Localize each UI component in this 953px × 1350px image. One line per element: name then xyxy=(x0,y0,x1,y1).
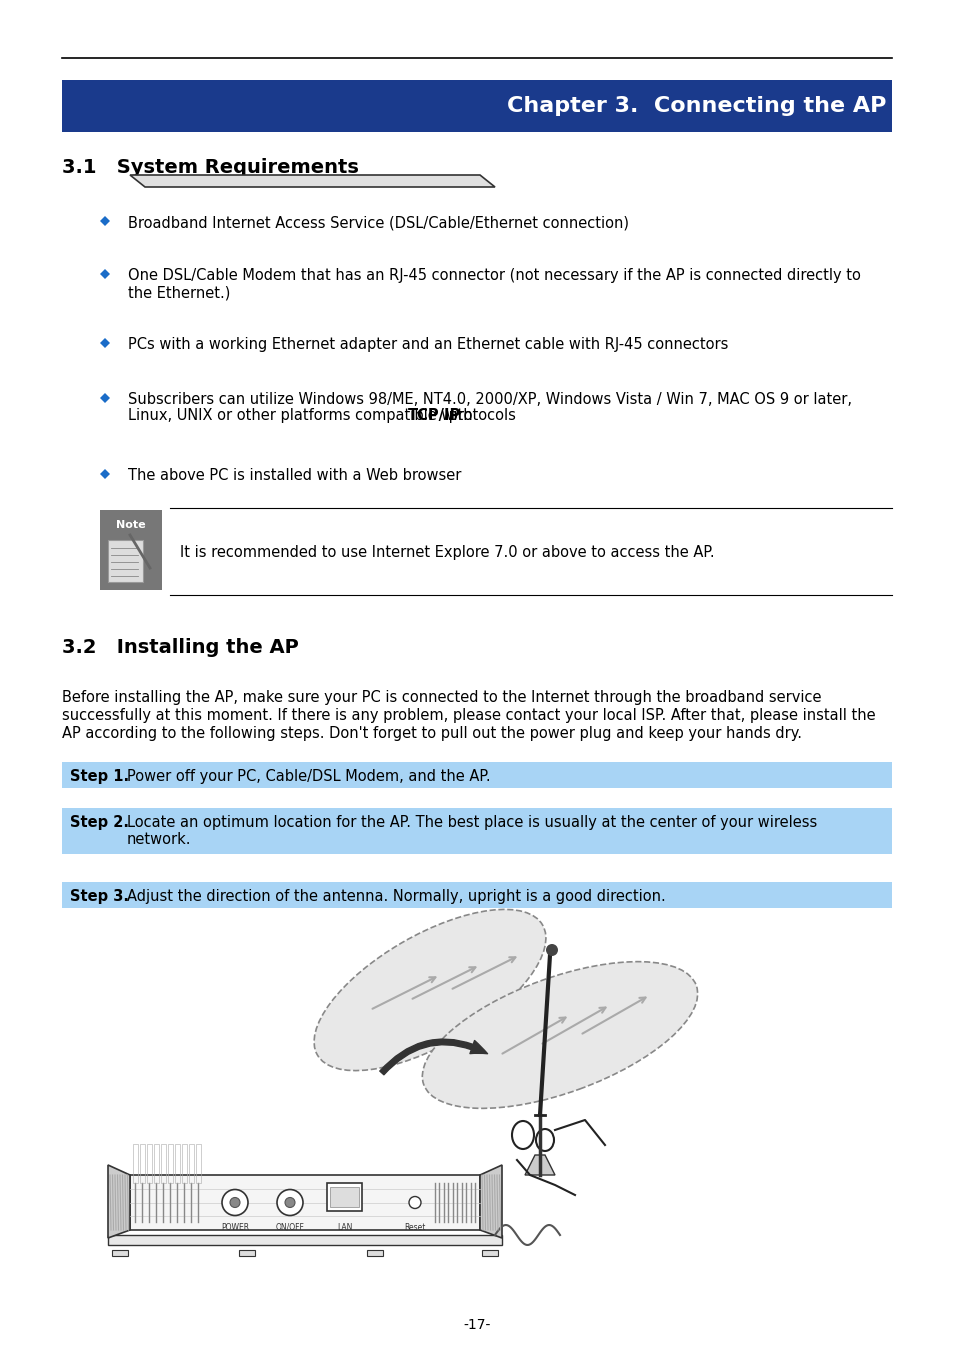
Bar xyxy=(100,510,162,590)
Text: the Ethernet.): the Ethernet.) xyxy=(128,285,230,300)
Bar xyxy=(108,540,143,582)
Polygon shape xyxy=(100,393,110,404)
Polygon shape xyxy=(100,216,110,225)
Text: Subscribers can utilize Windows 98/ME, NT4.0, 2000/XP, Windows Vista / Win 7, MA: Subscribers can utilize Windows 98/ME, N… xyxy=(128,392,851,406)
Bar xyxy=(327,1183,362,1211)
Polygon shape xyxy=(524,1156,555,1174)
Circle shape xyxy=(285,1197,294,1207)
Circle shape xyxy=(230,1197,240,1207)
Text: 3.2   Installing the AP: 3.2 Installing the AP xyxy=(62,639,298,657)
Bar xyxy=(62,882,891,909)
Bar xyxy=(239,1250,255,1256)
Circle shape xyxy=(222,1189,248,1215)
Text: One DSL/Cable Modem that has an RJ-45 connector (not necessary if the AP is conn: One DSL/Cable Modem that has an RJ-45 co… xyxy=(128,269,860,284)
Text: Linux, UNIX or other platforms compatible with: Linux, UNIX or other platforms compatibl… xyxy=(128,408,476,423)
Bar xyxy=(62,80,891,132)
Bar xyxy=(62,809,891,855)
Bar xyxy=(112,1250,128,1256)
Text: Before installing the AP, make sure your PC is connected to the Internet through: Before installing the AP, make sure your… xyxy=(62,690,821,705)
Text: Adjust the direction of the antenna. Normally, upright is a good direction.: Adjust the direction of the antenna. Nor… xyxy=(127,888,665,903)
Text: LAN: LAN xyxy=(337,1223,353,1233)
Bar xyxy=(168,1143,172,1183)
Bar xyxy=(140,1143,145,1183)
Bar xyxy=(189,1143,193,1183)
Text: AP according to the following steps. Don't forget to pull out the power plug and: AP according to the following steps. Don… xyxy=(62,726,801,741)
FancyArrowPatch shape xyxy=(379,1040,487,1075)
Bar xyxy=(182,1143,187,1183)
Bar xyxy=(366,1250,382,1256)
Text: successfully at this moment. If there is any problem, please contact your local : successfully at this moment. If there is… xyxy=(62,707,875,724)
Ellipse shape xyxy=(422,961,697,1108)
Bar xyxy=(195,1143,201,1183)
Bar xyxy=(161,1143,166,1183)
Bar xyxy=(174,1143,180,1183)
Bar xyxy=(108,1235,501,1245)
Bar xyxy=(330,1187,359,1207)
Text: Chapter 3.  Connecting the AP: Chapter 3. Connecting the AP xyxy=(506,96,885,116)
Ellipse shape xyxy=(314,910,545,1071)
Text: Note: Note xyxy=(116,520,146,531)
Text: Step 1.: Step 1. xyxy=(70,768,129,783)
Text: The above PC is installed with a Web browser: The above PC is installed with a Web bro… xyxy=(128,468,461,483)
Polygon shape xyxy=(130,176,495,188)
Bar xyxy=(153,1143,159,1183)
Text: Step 2.: Step 2. xyxy=(70,814,129,829)
Text: POWER: POWER xyxy=(221,1223,249,1233)
Bar xyxy=(147,1143,152,1183)
Polygon shape xyxy=(100,338,110,348)
Text: network.: network. xyxy=(127,832,192,846)
Text: TCP/IP: TCP/IP xyxy=(407,408,460,423)
Polygon shape xyxy=(100,269,110,279)
Bar xyxy=(130,1174,479,1230)
Circle shape xyxy=(276,1189,303,1215)
Text: Step 3.: Step 3. xyxy=(70,888,129,903)
Text: Power off your PC, Cable/DSL Modem, and the AP.: Power off your PC, Cable/DSL Modem, and … xyxy=(127,768,490,783)
Text: protocols: protocols xyxy=(443,408,515,423)
Bar xyxy=(481,1250,497,1256)
Polygon shape xyxy=(108,1165,130,1238)
Text: ON/OFF: ON/OFF xyxy=(275,1223,304,1233)
Polygon shape xyxy=(479,1165,501,1238)
Circle shape xyxy=(409,1196,420,1208)
Polygon shape xyxy=(100,468,110,479)
Text: Broadband Internet Access Service (DSL/Cable/Ethernet connection): Broadband Internet Access Service (DSL/C… xyxy=(128,215,628,230)
Bar xyxy=(132,1143,138,1183)
Text: Locate an optimum location for the AP. The best place is usually at the center o: Locate an optimum location for the AP. T… xyxy=(127,814,817,829)
Bar xyxy=(62,761,891,788)
Text: Reset: Reset xyxy=(404,1223,425,1233)
Circle shape xyxy=(545,944,558,956)
Text: 3.1   System Requirements: 3.1 System Requirements xyxy=(62,158,358,177)
Text: -17-: -17- xyxy=(463,1318,490,1332)
Text: PCs with a working Ethernet adapter and an Ethernet cable with RJ-45 connectors: PCs with a working Ethernet adapter and … xyxy=(128,338,727,352)
Text: It is recommended to use Internet Explore 7.0 or above to access the AP.: It is recommended to use Internet Explor… xyxy=(180,545,714,560)
